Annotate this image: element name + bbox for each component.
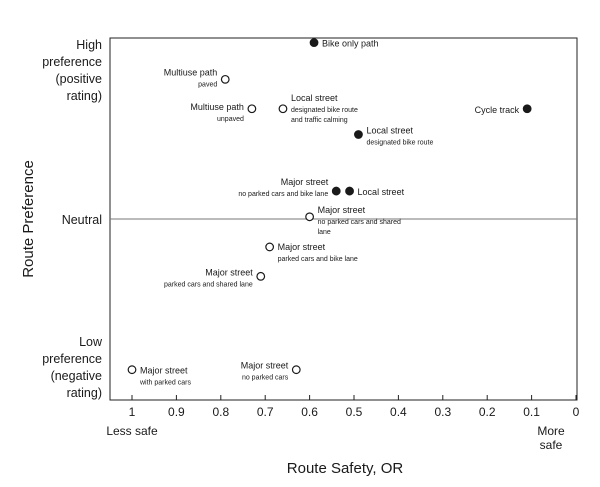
point-sublabel-local-street-designated-bike-route-and-traffic-calming: designated bike route <box>291 107 358 114</box>
point-multiuse-path-paved <box>220 74 230 84</box>
y-level-high: preference <box>42 55 102 69</box>
x-tick-label: 0.7 <box>257 405 274 419</box>
point-major-street-no-parked-cars-and-bike-lane <box>331 186 341 196</box>
point-sublabel-local-street-designated-bike-route: designated bike route <box>366 139 433 146</box>
x-end-label-more-safe: More <box>537 424 565 438</box>
point-sublabel-major-street-no-parked-cars-and-bike-lane: no parked cars and bike lane <box>238 191 328 198</box>
point-major-street-parked-cars-and-shared-lane <box>256 271 266 281</box>
point-label-major-street-no-parked-cars-and-bike-lane: Major street <box>281 177 329 187</box>
point-sublabel-major-street-parked-cars-and-shared-lane: parked cars and shared lane <box>164 281 253 288</box>
point-sublabel-multiuse-path-paved: paved <box>198 81 217 88</box>
point-major-street-parked-cars-and-bike-lane <box>265 242 275 252</box>
point-label-major-street-with-parked-cars: Major street <box>140 366 188 376</box>
point-sublabel-major-street-with-parked-cars: with parked cars <box>139 380 191 387</box>
point-major-street-with-parked-cars <box>127 365 137 375</box>
point-label-local-street-designated-bike-route: Local street <box>366 125 413 135</box>
point-cycle-track <box>522 104 532 114</box>
data-points: Bike only path Multiuse path paved Multiuse… <box>127 38 532 387</box>
x-tick-label: 0.8 <box>212 405 229 419</box>
point-local-street-designated-bike-route-and-traffic-calming <box>278 104 288 114</box>
x-axis-title: Route Safety, OR <box>287 460 404 477</box>
x-tick-label: 0.1 <box>523 405 540 419</box>
x-tick-label: 0.6 <box>301 405 318 419</box>
y-level-high: (positive <box>55 72 102 86</box>
point-label-major-street-no-parked-cars: Major street <box>241 361 289 371</box>
point-label-multiuse-path-unpaved: Multiuse path <box>190 102 244 112</box>
point-sublabel-major-street-no-parked-cars-and-shared-lane: lane <box>318 229 331 236</box>
point-multiuse-path-unpaved <box>247 104 257 114</box>
point-sublabel-major-street-parked-cars-and-bike-lane: parked cars and bike lane <box>278 256 358 263</box>
y-level-low: rating) <box>67 386 102 400</box>
point-label-local-street: Local street <box>358 187 405 197</box>
point-label-cycle-track: Cycle track <box>475 105 520 115</box>
y-level-low: Low <box>79 335 103 349</box>
x-end-label-less-safe: Less safe <box>106 424 158 438</box>
y-level-neutral: Neutral <box>62 213 102 227</box>
x-tick-label: 0.2 <box>479 405 496 419</box>
x-tick-label: 0.3 <box>434 405 451 419</box>
point-label-major-street-parked-cars-and-bike-lane: Major street <box>278 242 326 252</box>
point-label-major-street-no-parked-cars-and-shared-lane: Major street <box>318 205 366 215</box>
point-sublabel-major-street-no-parked-cars: no parked cars <box>242 375 289 382</box>
y-axis-levels: High preference (positive rating) Neutral Low… <box>42 38 103 400</box>
y-level-low: preference <box>42 352 102 366</box>
point-bike-only-path <box>309 38 319 47</box>
point-label-major-street-parked-cars-and-shared-lane: Major street <box>205 267 253 277</box>
x-tick-label: 1 <box>129 405 136 419</box>
x-tick-label: 0.9 <box>168 405 185 419</box>
point-major-street-no-parked-cars <box>291 365 301 375</box>
point-major-street-no-parked-cars-and-shared-lane <box>305 212 315 222</box>
point-label-bike-only-path: Bike only path <box>322 39 379 49</box>
y-level-low: (negative <box>51 369 102 383</box>
x-tick-label: 0 <box>573 405 580 419</box>
x-end-label-more-safe: safe <box>540 438 563 452</box>
point-local-street-designated-bike-route <box>354 130 363 139</box>
point-sublabel-local-street-designated-bike-route-and-traffic-calming: and traffic calming <box>291 117 348 124</box>
y-level-high: High <box>76 38 102 52</box>
x-axis-ticks: 1 0.9 0.8 0.7 0.6 0.5 0.4 0.3 0.2 0.1 0 <box>129 395 580 419</box>
point-local-street <box>345 186 354 196</box>
y-level-high: rating) <box>67 89 102 103</box>
point-sublabel-multiuse-path-unpaved: unpaved <box>217 116 244 123</box>
x-tick-label: 0.4 <box>390 405 407 419</box>
x-tick-label: 0.5 <box>346 405 363 419</box>
y-axis-title: Route Preference <box>20 160 37 278</box>
point-label-local-street-designated-bike-route-and-traffic-calming: Local street <box>291 93 338 103</box>
point-sublabel-major-street-no-parked-cars-and-shared-lane: no parked cars and shared <box>318 219 401 226</box>
point-label-multiuse-path-paved: Multiuse path <box>164 67 218 77</box>
